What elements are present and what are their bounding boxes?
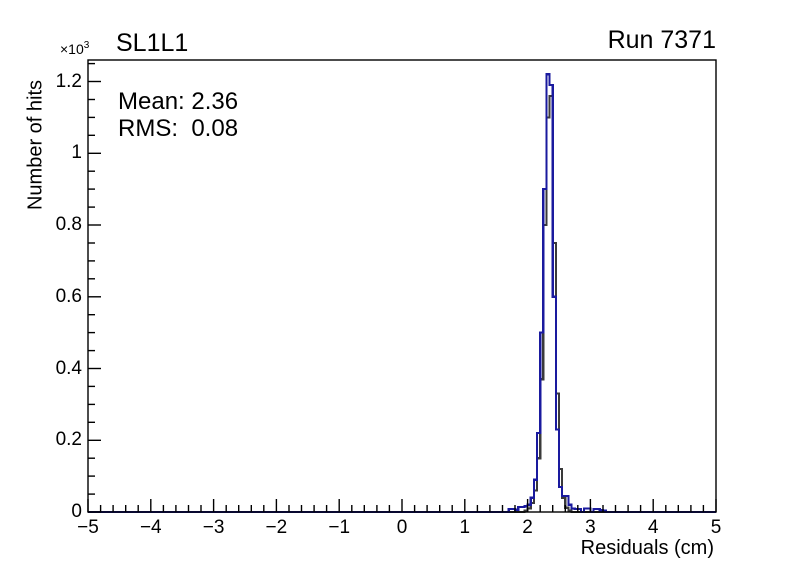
x-tick-label: 0 — [396, 517, 408, 538]
mean-stat-text: Mean: 2.36 — [118, 88, 239, 115]
plot-frame — [87, 59, 717, 513]
x-tick-label: 5 — [710, 517, 722, 538]
y-tick-label: 0 — [71, 501, 82, 522]
x-tick-label: −3 — [202, 517, 225, 538]
run-number-label: Run 7371 — [607, 26, 716, 54]
x-axis-title: Residuals (cm) — [580, 537, 714, 559]
x-tick-label: −2 — [265, 517, 288, 538]
x-tick-label: −5 — [77, 517, 99, 538]
x-tick-label: 4 — [647, 517, 659, 538]
y-tick-label: 1.2 — [55, 70, 82, 92]
y-tick-label: 0.8 — [55, 214, 82, 236]
rms-stat-text: RMS: 0.08 — [118, 115, 239, 142]
y-axis-multiplier: ×103 — [60, 40, 89, 57]
plot-title: SL1L1 — [116, 29, 189, 57]
y-tick-label: 1 — [71, 142, 82, 164]
y-tick-label: 0.4 — [55, 357, 82, 379]
y-axis-multiplier-base: ×10 — [60, 41, 84, 57]
y-axis-multiplier-exponent: 3 — [83, 40, 90, 51]
axis-ticks — [87, 62, 717, 513]
y-tick-label: 0.2 — [55, 429, 82, 451]
reference-histogram-line — [88, 94, 716, 514]
x-tick-label: 2 — [522, 517, 533, 538]
x-tick-label: −4 — [139, 517, 162, 538]
y-tick-label: 0.6 — [55, 285, 82, 307]
x-tick-label: 1 — [459, 517, 471, 538]
x-tick-label: −1 — [328, 517, 351, 538]
x-tick-label: 3 — [585, 517, 596, 538]
